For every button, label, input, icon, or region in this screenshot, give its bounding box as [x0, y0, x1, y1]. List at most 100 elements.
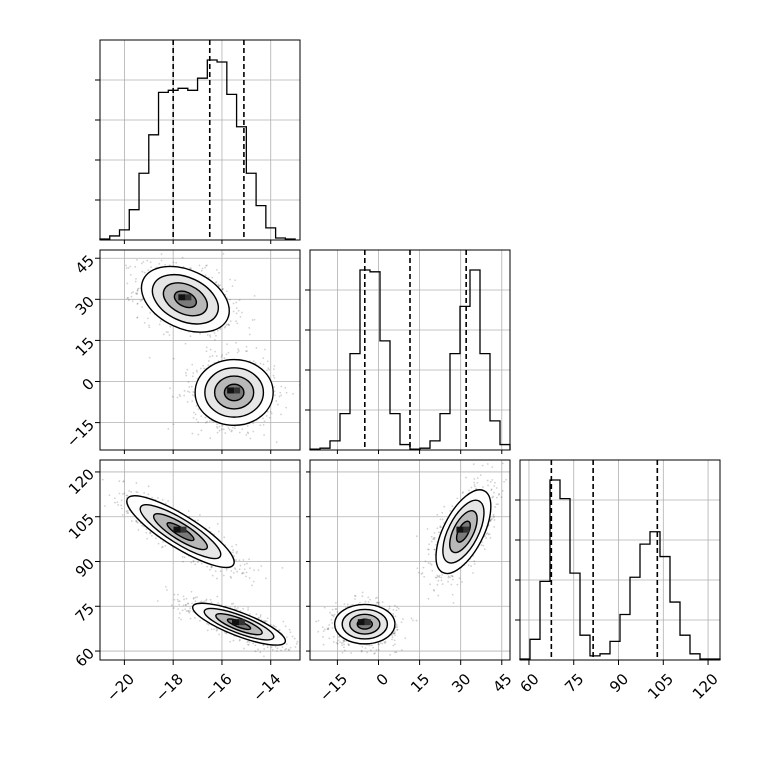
scatter-point — [272, 374, 275, 377]
scatter-point — [473, 485, 476, 488]
scatter-point — [126, 494, 129, 497]
scatter-point — [333, 613, 336, 616]
scatter-point — [241, 311, 243, 314]
scatter-point — [288, 649, 291, 651]
scatter-point — [315, 620, 318, 623]
scatter-point — [384, 642, 386, 645]
scatter-point — [394, 630, 396, 633]
scatter-point — [189, 267, 191, 270]
scatter-point — [207, 276, 210, 279]
scatter-point — [384, 640, 387, 643]
scatter-point — [225, 569, 228, 571]
scatter-point — [264, 620, 266, 622]
scatter-point — [150, 266, 153, 269]
scatter-point — [461, 581, 463, 583]
scatter-point — [376, 596, 379, 599]
scatter-point — [327, 628, 330, 631]
scatter-point — [130, 292, 133, 294]
scatter-point — [101, 478, 104, 481]
scatter-point — [266, 617, 269, 620]
density-peak-cell — [357, 619, 365, 626]
scatter-point — [491, 479, 494, 481]
scatter-point — [208, 420, 211, 423]
scatter-point — [248, 613, 251, 615]
scatter-point — [120, 504, 123, 507]
scatter-point — [248, 558, 250, 561]
scatter-point — [191, 602, 193, 605]
scatter-point — [415, 619, 418, 622]
scatter-point — [209, 335, 212, 338]
scatter-point — [203, 600, 206, 603]
scatter-point — [329, 611, 331, 614]
scatter-point — [148, 324, 150, 327]
scatter-point — [191, 375, 194, 378]
scatter-point — [192, 391, 195, 393]
scatter-point — [147, 269, 150, 272]
scatter-point — [383, 641, 386, 644]
scatter-point — [369, 649, 372, 652]
scatter-point — [440, 576, 443, 579]
scatter-point — [378, 601, 381, 604]
scatter-point — [167, 500, 169, 502]
scatter-point — [188, 386, 191, 388]
scatter-point — [343, 603, 346, 605]
scatter-point — [473, 484, 476, 486]
scatter-point — [252, 580, 255, 583]
scatter-point — [117, 504, 120, 506]
scatter-point — [350, 652, 353, 654]
scatter-point — [278, 629, 281, 631]
scatter-point — [166, 589, 168, 591]
scatter-point — [238, 568, 241, 571]
scatter-point — [150, 534, 153, 537]
scatter-point — [269, 410, 272, 413]
scatter-point — [227, 351, 230, 354]
scatter-point — [273, 390, 276, 393]
scatter-point — [194, 596, 197, 599]
scatter-point — [272, 368, 275, 371]
scatter-point — [165, 585, 167, 588]
scatter-point — [364, 647, 367, 650]
scatter-point — [140, 299, 143, 302]
scatter-point — [248, 577, 251, 579]
scatter-point — [284, 648, 287, 651]
scatter-point — [229, 575, 232, 578]
scatter-point — [238, 431, 241, 434]
scatter-point — [120, 499, 123, 502]
scatter-point — [387, 609, 390, 611]
scatter-point — [130, 520, 133, 522]
scatter-point — [236, 351, 239, 354]
scatter-point — [253, 318, 256, 321]
cluster-1 — [416, 462, 507, 604]
scatter-point — [251, 319, 254, 321]
scatter-point — [121, 507, 123, 510]
x-tick-label: −18 — [152, 670, 187, 705]
scatter-point — [186, 368, 189, 371]
scatter-point — [201, 267, 204, 270]
scatter-point — [209, 598, 212, 601]
scatter-point — [493, 515, 495, 518]
scatter-point — [260, 565, 263, 567]
scatter-point — [149, 261, 152, 264]
scatter-point — [395, 609, 398, 612]
scatter-point — [206, 565, 209, 568]
scatter-point — [161, 546, 163, 549]
scatter-point — [262, 363, 265, 366]
scatter-point — [215, 355, 218, 357]
scatter-point — [172, 261, 175, 264]
density-peak-cell — [232, 619, 240, 626]
scatter-point — [121, 514, 124, 516]
scatter-point — [233, 567, 236, 570]
scatter-point — [184, 342, 187, 345]
scatter-point — [233, 427, 236, 430]
scatter-point — [392, 632, 395, 635]
scatter-point — [330, 613, 333, 616]
scatter-point — [248, 327, 251, 329]
scatter-point — [151, 496, 154, 499]
scatter-point — [187, 610, 190, 613]
scatter-point — [192, 597, 195, 600]
scatter-point — [136, 491, 139, 494]
scatter-point — [189, 610, 191, 612]
scatter-point — [270, 624, 272, 626]
scatter-point — [280, 413, 282, 416]
scatter-point — [207, 360, 210, 362]
